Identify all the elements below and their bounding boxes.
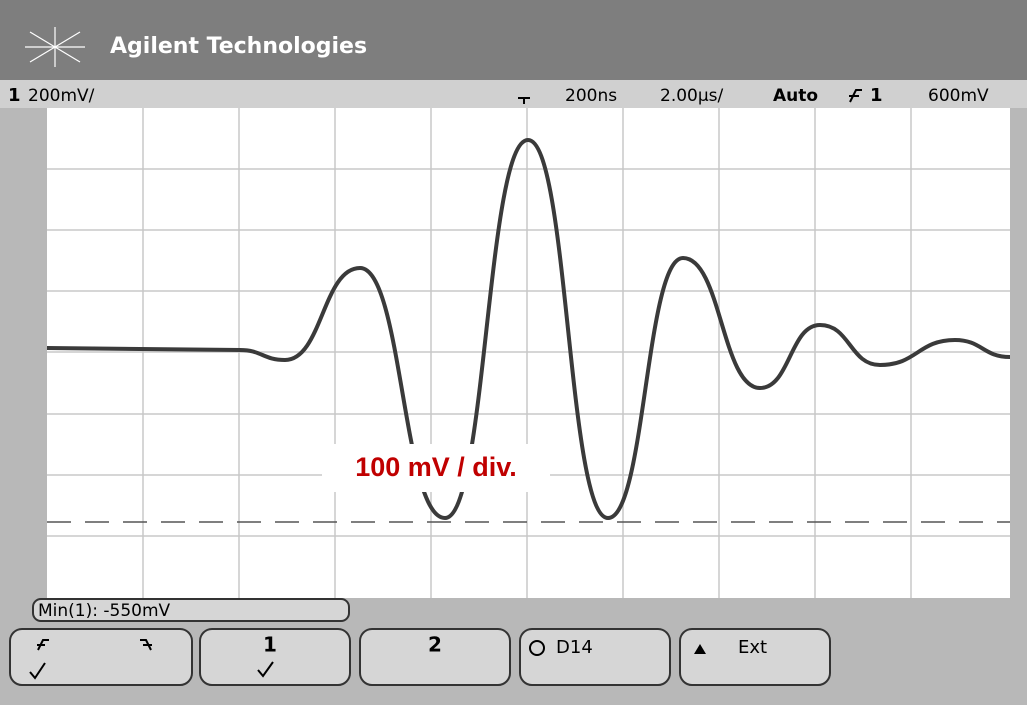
rotate-icon xyxy=(529,640,545,656)
logo xyxy=(25,27,85,67)
channel: 1 xyxy=(8,85,21,106)
softkey-label: 1 xyxy=(263,633,277,657)
status-bar xyxy=(0,80,1027,108)
softkey-edge[interactable] xyxy=(9,628,193,686)
timebase: 2.00µs/ xyxy=(660,86,724,106)
annotation: 100 mV / div. xyxy=(355,452,517,482)
trigger-mode: Auto xyxy=(773,86,818,106)
trigger-marker xyxy=(518,97,530,104)
title: Agilent Technologies xyxy=(110,34,367,59)
trigger-level: 600mV xyxy=(928,86,989,106)
grid xyxy=(47,108,1010,598)
trigger-edge xyxy=(849,89,862,103)
measurement: Min(1): -550mV xyxy=(38,601,171,621)
delay: 200ns xyxy=(565,86,617,106)
measurement-box xyxy=(32,598,350,622)
check-icon xyxy=(257,661,274,678)
waveform xyxy=(46,137,1011,521)
softkey-1[interactable] xyxy=(199,628,351,686)
up-icon xyxy=(694,644,706,654)
softkey-2[interactable] xyxy=(359,628,511,686)
annotation-box xyxy=(322,444,550,492)
softkey-label: 2 xyxy=(428,633,442,657)
softkey-label: D14 xyxy=(556,637,593,658)
vertical-scale: 200mV/ xyxy=(28,86,95,106)
softkey-d14[interactable] xyxy=(519,628,671,686)
edge-icons xyxy=(29,639,152,680)
softkey-ext[interactable] xyxy=(679,628,831,686)
softkey-label: Ext xyxy=(738,637,767,658)
title-bar xyxy=(0,0,1027,80)
graticule xyxy=(47,108,1010,598)
trigger-source: 1 xyxy=(870,85,883,106)
